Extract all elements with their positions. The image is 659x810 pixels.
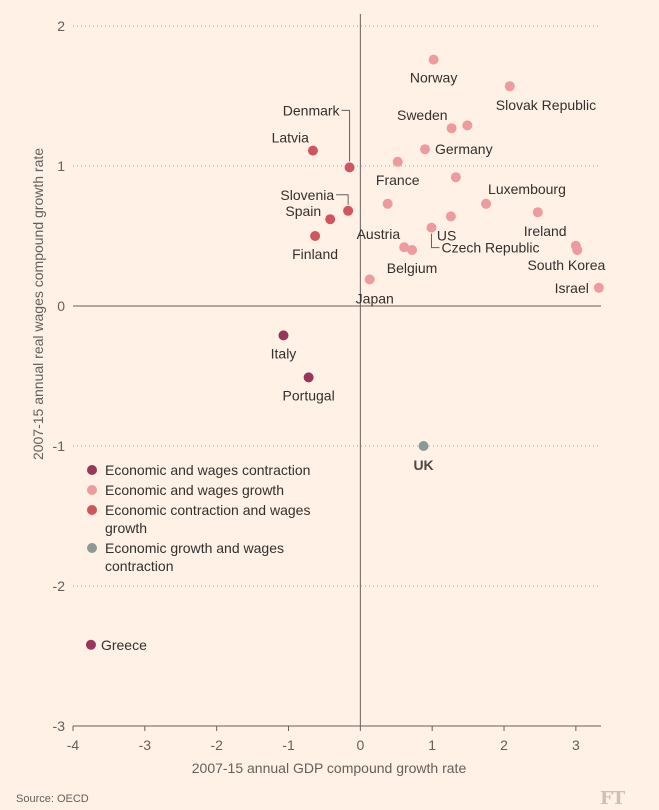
y-tick-label: 2	[57, 18, 65, 34]
x-tick-label: -4	[67, 737, 80, 753]
y-tick-label: -2	[53, 578, 66, 594]
point-austria	[399, 242, 410, 253]
legend-item-label: Economic and wages growth	[105, 482, 284, 498]
y-tick-label: 1	[57, 158, 65, 174]
label-japan: Japan	[356, 290, 394, 306]
x-tick-label: -2	[210, 737, 223, 753]
point-unlabelled	[450, 172, 461, 183]
legend-item-label: Economic contraction and wages growth	[105, 502, 310, 536]
point-luxembourg	[481, 198, 492, 209]
leader-line	[430, 233, 440, 249]
y-axis-title: 2007-15 annual real wages compound growt…	[30, 148, 46, 460]
label-norway: Norway	[410, 70, 457, 86]
legend-item-label: Economic growth and wages contraction	[105, 540, 284, 574]
leader-line	[341, 109, 351, 162]
legend: Economic and wages contraction Economic a…	[87, 462, 310, 574]
point-czech-republic	[426, 222, 437, 233]
ft-logo: FT	[600, 788, 625, 809]
label-us: US	[437, 227, 456, 243]
legend-swatch	[87, 485, 97, 495]
legend-item-line: growth	[105, 520, 147, 536]
label-latvia: Latvia	[272, 130, 310, 146]
label-ireland: Ireland	[524, 223, 567, 239]
point-spain	[325, 214, 336, 225]
x-tick-label: -1	[282, 737, 295, 753]
point-greece	[85, 639, 96, 650]
point-unlabelled	[382, 198, 393, 209]
point-south-korea	[572, 245, 583, 255]
point-uk	[418, 441, 429, 451]
label-sweden: Sweden	[397, 107, 448, 123]
label-south-korea: South Korea	[527, 257, 605, 273]
y-tick-label: -1	[53, 438, 66, 454]
y-tick-label: 0	[57, 298, 65, 314]
point-ireland	[532, 207, 543, 218]
point-belgium	[407, 245, 418, 255]
x-tick-label: 3	[572, 737, 580, 753]
x-tick-label: 2	[500, 737, 508, 753]
point-denmark	[344, 162, 355, 173]
point-portugal	[303, 372, 314, 383]
point-japan	[364, 274, 375, 285]
point-italy	[278, 330, 289, 341]
source-note: Source: OECD	[16, 793, 89, 805]
point-israel	[593, 282, 604, 293]
label-austria: Austria	[357, 226, 401, 242]
label-denmark: Denmark	[283, 102, 341, 118]
point-france	[392, 156, 403, 167]
x-tick-label: -3	[139, 737, 152, 753]
y-tick-label: -3	[53, 718, 66, 734]
legend-swatch	[87, 465, 97, 475]
label-slovak-republic: Slovak Republic	[496, 97, 596, 113]
label-finland: Finland	[292, 246, 338, 262]
point-latvia	[307, 145, 318, 156]
point-norway	[428, 54, 439, 65]
label-germany: Germany	[435, 141, 493, 157]
label-greece: Greece	[101, 637, 147, 653]
x-tick-label: 1	[428, 737, 436, 753]
label-israel: Israel	[555, 280, 589, 296]
label-czech-republic: Czech Republic	[441, 240, 539, 256]
point-slovenia	[343, 205, 354, 216]
point-us	[445, 211, 456, 222]
label-luxembourg: Luxembourg	[488, 181, 566, 197]
leader-line	[336, 194, 349, 205]
legend-item-line: Economic and wages contraction	[105, 462, 310, 478]
x-axis-title: 2007-15 annual GDP compound growth rate	[192, 760, 467, 776]
legend-item-line: contraction	[105, 558, 173, 574]
label-uk: UK	[413, 457, 433, 473]
point-germany	[420, 144, 430, 155]
point-unlabelled	[462, 120, 473, 131]
x-tick-label: 0	[356, 737, 364, 753]
label-italy: Italy	[271, 345, 297, 361]
label-spain: Spain	[285, 203, 321, 219]
label-portugal: Portugal	[283, 387, 335, 403]
point-finland	[310, 231, 321, 241]
legend-swatch	[87, 505, 97, 515]
label-slovenia: Slovenia	[280, 187, 334, 203]
point-sweden	[446, 123, 457, 134]
legend-item-line: Economic and wages growth	[105, 482, 284, 498]
legend-item-line: Economic contraction and wages	[105, 502, 310, 518]
label-belgium: Belgium	[387, 260, 438, 276]
legend-item-line: Economic growth and wages	[105, 540, 284, 556]
legend-item-label: Economic and wages contraction	[105, 462, 310, 478]
label-france: France	[376, 172, 420, 188]
legend-swatch	[87, 543, 97, 553]
point-slovak-republic	[504, 81, 515, 92]
